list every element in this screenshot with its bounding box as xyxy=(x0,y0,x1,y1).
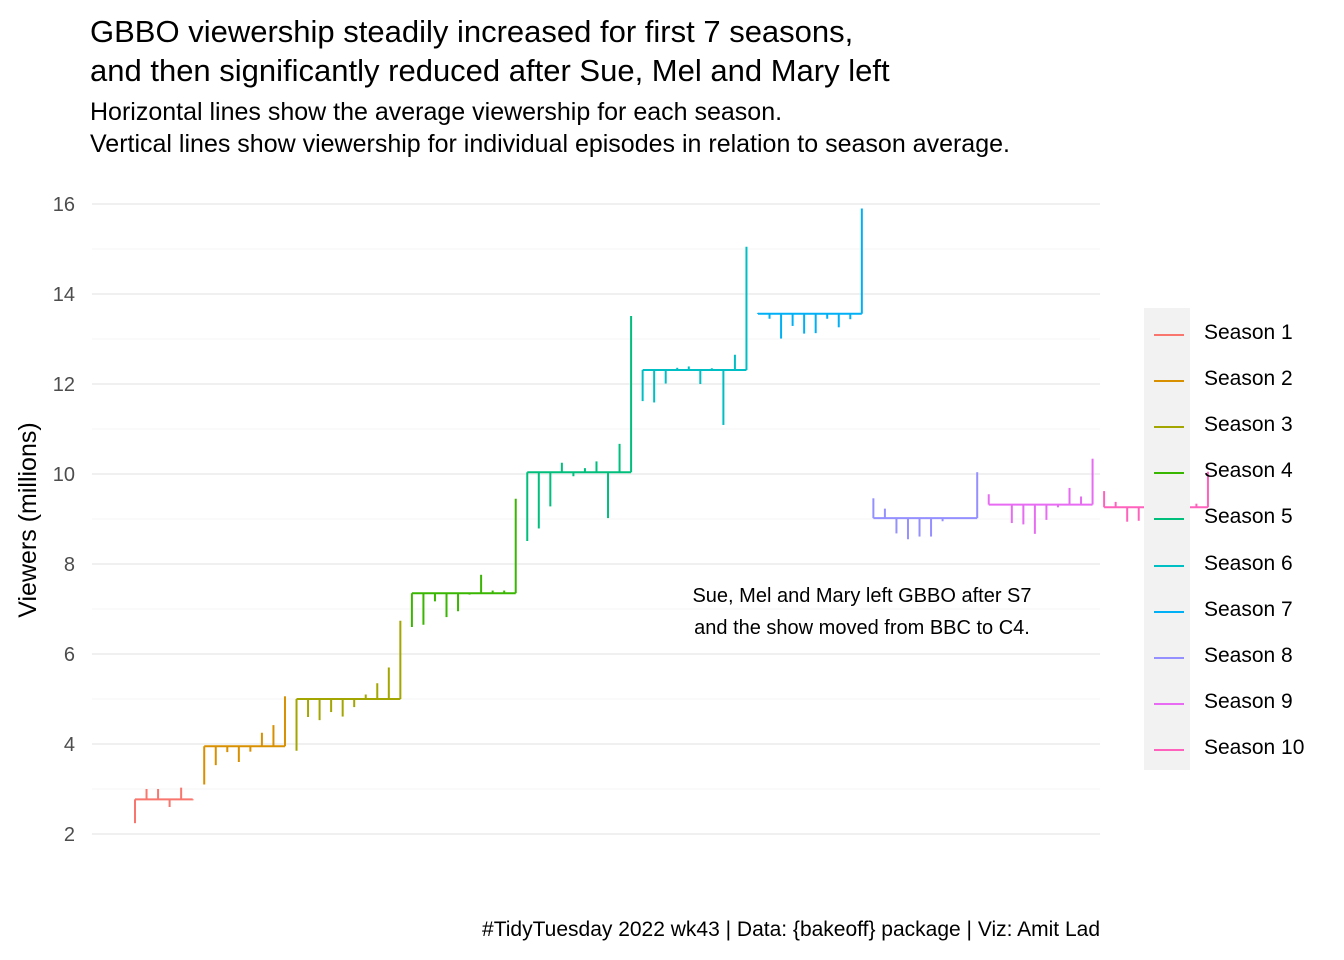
legend-label: Season 1 xyxy=(1204,321,1293,344)
y-tick-label: 12 xyxy=(53,374,75,396)
legend-swatch xyxy=(1154,380,1184,383)
legend-label: Season 6 xyxy=(1204,551,1293,575)
y-tick-label: 14 xyxy=(53,284,75,306)
caption: #TidyTuesday 2022 wk43 | Data: {bakeoff}… xyxy=(482,918,1100,941)
chart-title: GBBO viewership steadily increased for f… xyxy=(90,12,890,90)
subtitle-line-2: Vertical lines show viewership for indiv… xyxy=(90,130,1010,158)
y-tick-label: 2 xyxy=(64,824,75,846)
legend-swatch xyxy=(1154,334,1184,336)
y-tick-label: 8 xyxy=(64,554,75,576)
annotation-line-2: and the show moved from BBC to C4. xyxy=(694,617,1030,639)
legend-swatch xyxy=(1154,472,1184,475)
annotation: Sue, Mel and Mary left GBBO after S7 and… xyxy=(662,580,1062,644)
y-tick-label: 6 xyxy=(64,644,75,666)
legend-label: Season 7 xyxy=(1204,597,1293,621)
legend-swatch xyxy=(1154,518,1184,521)
title-line-1: GBBO viewership steadily increased for f… xyxy=(90,14,854,49)
legend-label: Season 4 xyxy=(1204,459,1293,483)
subtitle-line-1: Horizontal lines show the average viewer… xyxy=(90,98,783,126)
chart-subtitle: Horizontal lines show the average viewer… xyxy=(90,96,1010,160)
legend-label: Season 5 xyxy=(1204,505,1293,529)
legend-label: Season 3 xyxy=(1204,413,1293,437)
legend-swatch xyxy=(1154,656,1184,659)
legend-swatch xyxy=(1154,702,1184,705)
y-tick-label: 16 xyxy=(53,194,75,216)
legend-label: Season 9 xyxy=(1204,689,1293,713)
legend-swatch xyxy=(1154,426,1184,429)
annotation-line-1: Sue, Mel and Mary left GBBO after S7 xyxy=(692,585,1032,607)
legend-swatch xyxy=(1154,610,1184,613)
legend-swatch xyxy=(1154,564,1184,567)
legend-swatch xyxy=(1154,748,1184,751)
legend xyxy=(1144,308,1190,770)
title-line-2: and then significantly reduced after Sue… xyxy=(90,53,890,88)
y-tick-label: 10 xyxy=(53,464,75,486)
legend-label: Season 10 xyxy=(1204,735,1305,759)
legend-label: Season 2 xyxy=(1204,367,1293,391)
legend-label: Season 8 xyxy=(1204,643,1293,667)
y-tick-label: 4 xyxy=(64,734,75,756)
